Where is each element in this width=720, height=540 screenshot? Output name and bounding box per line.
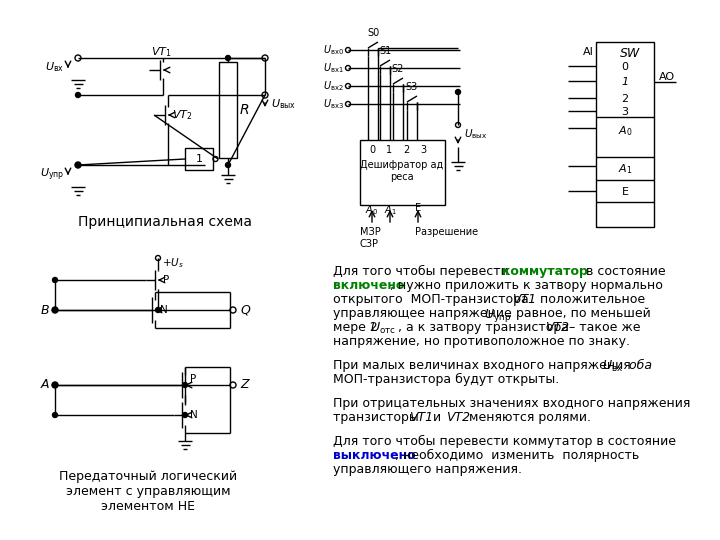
Text: Принципиальная схема: Принципиальная схема — [78, 215, 252, 229]
Text: AO: AO — [659, 72, 675, 82]
Text: $A_1$: $A_1$ — [618, 162, 632, 176]
Text: , необходимо  изменить  полярность: , необходимо изменить полярность — [395, 449, 639, 462]
Bar — [219, 62, 237, 158]
Text: Передаточный логический
элемент с управляющим
элементом НЕ: Передаточный логический элемент с управл… — [59, 470, 237, 513]
Text: $U_{\rm упр}$: $U_{\rm упр}$ — [40, 167, 64, 184]
Circle shape — [156, 307, 161, 313]
Text: МОП-транзистора будут открыты.: МОП-транзистора будут открыты. — [333, 373, 559, 386]
Text: , равное, по меньшей: , равное, по меньшей — [508, 307, 651, 320]
Text: E: E — [621, 187, 629, 197]
Circle shape — [76, 92, 81, 98]
Text: оба: оба — [625, 359, 652, 372]
Text: VT2: VT2 — [446, 411, 470, 424]
Bar — [360, 140, 445, 205]
Text: $A_1$: $A_1$ — [384, 203, 397, 217]
Text: 0: 0 — [369, 145, 375, 155]
Text: СЗР: СЗР — [360, 239, 379, 249]
Text: Разрешение: Разрешение — [415, 227, 478, 237]
Text: мере 2: мере 2 — [333, 321, 378, 334]
Text: 1: 1 — [621, 77, 629, 87]
Text: $VT_2$: $VT_2$ — [172, 108, 192, 122]
Bar — [596, 42, 654, 227]
Text: При отрицательных значениях входного напряжения: При отрицательных значениях входного нап… — [333, 397, 690, 410]
Text: AI: AI — [583, 47, 594, 57]
Text: Для того чтобы перевести: Для того чтобы перевести — [333, 265, 513, 278]
Text: МЗР: МЗР — [360, 227, 381, 237]
Circle shape — [53, 382, 58, 388]
Text: VT1: VT1 — [512, 293, 536, 306]
Text: $U_{\rm упр}$: $U_{\rm упр}$ — [484, 307, 511, 324]
Text: При малых величинах входного напряжения: При малых величинах входного напряжения — [333, 359, 635, 372]
Circle shape — [225, 163, 230, 167]
Text: R: R — [240, 103, 250, 117]
Text: 1: 1 — [196, 154, 202, 164]
Text: меняются ролями.: меняются ролями. — [465, 411, 591, 424]
Text: $U_{\rm вх2}$: $U_{\rm вх2}$ — [323, 79, 344, 93]
Text: B: B — [40, 303, 49, 316]
Text: S3: S3 — [406, 82, 418, 92]
Text: коммутатор: коммутатор — [502, 265, 588, 278]
Text: 3: 3 — [621, 107, 629, 117]
Text: в состояние: в состояние — [582, 265, 665, 278]
Text: N: N — [160, 305, 168, 315]
Text: Q: Q — [240, 303, 250, 316]
Circle shape — [76, 163, 81, 167]
Text: $U_{\rm вх0}$: $U_{\rm вх0}$ — [323, 43, 344, 57]
Text: P: P — [163, 275, 169, 285]
Text: напряжение, но противоположное по знаку.: напряжение, но противоположное по знаку. — [333, 335, 630, 348]
Text: 1: 1 — [386, 145, 392, 155]
Text: $A_0$: $A_0$ — [366, 203, 379, 217]
Text: управляющее напряжение: управляющее напряжение — [333, 307, 516, 320]
Text: положительное: положительное — [532, 293, 645, 306]
Text: Дешифратор ад
реса: Дешифратор ад реса — [361, 160, 444, 181]
Circle shape — [182, 382, 187, 388]
Text: A: A — [40, 379, 49, 392]
Text: $U_{\rm вых}$: $U_{\rm вых}$ — [271, 97, 296, 111]
Text: открытого  МОП-транзистора: открытого МОП-транзистора — [333, 293, 536, 306]
Text: включено: включено — [333, 279, 405, 292]
Text: выключено: выключено — [333, 449, 415, 462]
Circle shape — [53, 278, 58, 282]
Bar — [185, 148, 213, 170]
Text: 0: 0 — [621, 62, 629, 72]
Text: VT2: VT2 — [545, 321, 569, 334]
Text: $U_{\rm вх}$: $U_{\rm вх}$ — [45, 60, 64, 74]
Text: транзисторы: транзисторы — [333, 411, 423, 424]
Text: N: N — [190, 410, 198, 420]
Text: $+U_s$: $+U_s$ — [162, 256, 184, 270]
Text: 2: 2 — [403, 145, 409, 155]
Circle shape — [53, 413, 58, 417]
Text: $U_{\rm вх3}$: $U_{\rm вх3}$ — [323, 97, 344, 111]
Text: , нужно приложить к затвору нормально: , нужно приложить к затвору нормально — [390, 279, 663, 292]
Circle shape — [225, 56, 230, 60]
Circle shape — [182, 413, 187, 417]
Text: SW: SW — [620, 47, 640, 60]
Text: Z: Z — [240, 379, 248, 392]
Text: Для того чтобы перевести коммутатор в состояние: Для того чтобы перевести коммутатор в со… — [333, 435, 676, 448]
Text: $U_{\rm вх1}$: $U_{\rm вх1}$ — [323, 61, 344, 75]
Text: – такое же: – такое же — [565, 321, 641, 334]
Text: , а к затвору транзистора: , а к затвору транзистора — [398, 321, 573, 334]
Text: S2: S2 — [392, 64, 404, 74]
Text: $U_{\rm отс}$: $U_{\rm отс}$ — [370, 321, 396, 336]
Text: S1: S1 — [379, 46, 391, 56]
Text: VT1: VT1 — [409, 411, 433, 424]
Text: $U_{\rm вх}$: $U_{\rm вх}$ — [602, 359, 624, 374]
Text: P: P — [190, 374, 197, 384]
Text: E: E — [415, 203, 421, 213]
Text: $A_0$: $A_0$ — [618, 124, 632, 138]
Text: S0: S0 — [367, 28, 379, 38]
Text: 3: 3 — [420, 145, 426, 155]
Circle shape — [456, 90, 461, 94]
Text: управляющего напряжения.: управляющего напряжения. — [333, 463, 522, 476]
Text: $VT_1$: $VT_1$ — [150, 45, 171, 59]
Text: $U_{\rm вых}$: $U_{\rm вых}$ — [464, 127, 487, 141]
Text: 2: 2 — [621, 94, 629, 104]
Circle shape — [53, 307, 58, 313]
Text: и: и — [429, 411, 445, 424]
